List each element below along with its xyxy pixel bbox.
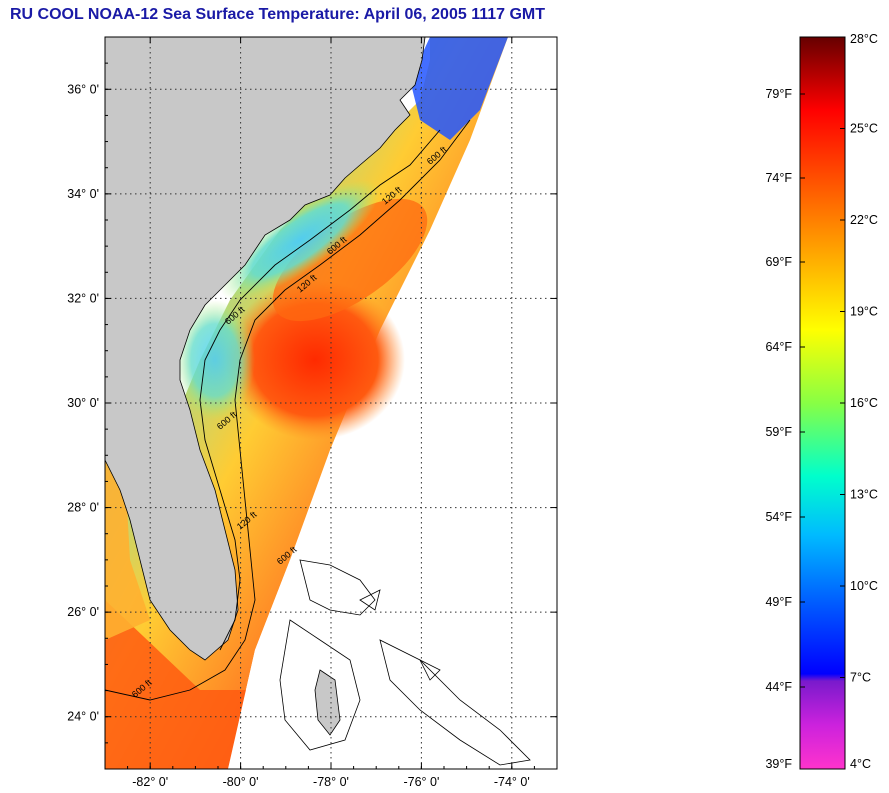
axis-ticks — [104, 36, 558, 770]
lat-tick-label: 26° 0' — [67, 605, 99, 619]
gulf-warm-water — [105, 600, 250, 769]
lat-tick-label: 36° 0' — [67, 82, 99, 96]
colorbar-fahrenheit-labels: 79°F 74°F 69°F 64°F 59°F 54°F 49°F 44°F 39°F — [765, 87, 792, 771]
map-grid — [105, 37, 557, 769]
lat-tick-label: 24° 0' — [67, 710, 99, 724]
colorbar-ticks — [800, 36, 845, 770]
gulf-of-mexico-water — [105, 460, 150, 640]
colorbar-celsius-labels: 28°C 25°C 22°C 19°C 16°C 13°C 10°C 7°C 4°C — [850, 32, 878, 771]
bahamas-bank-contour-2 — [279, 619, 361, 751]
colorbar-celsius-label: 13°C — [850, 488, 878, 502]
longitude-labels: -82° 0' -80° 0' -78° 0' -76° 0' -74° 0' — [132, 775, 529, 789]
cold-water-north — [410, 37, 508, 140]
bahamas-bank-contour — [299, 559, 376, 616]
colorbar-celsius-label: 16°C — [850, 396, 878, 410]
contour-120ft — [199, 129, 441, 651]
gulf-stream-band — [272, 198, 428, 322]
colorbar-celsius-label: 7°C — [850, 671, 871, 685]
lon-tick-label: -80° 0' — [223, 775, 259, 789]
lat-tick-label: 30° 0' — [67, 396, 99, 410]
colorbar-fahrenheit-label: 79°F — [765, 87, 792, 101]
cuba-contour — [379, 639, 531, 766]
colorbar-fahrenheit-label: 49°F — [765, 595, 792, 609]
colorbar-fahrenheit-label: 59°F — [765, 425, 792, 439]
colorbar-fahrenheit-label: 74°F — [765, 171, 792, 185]
lat-tick-label: 32° 0' — [67, 291, 99, 305]
colorbar-fahrenheit-label: 69°F — [765, 255, 792, 269]
lon-tick-label: -76° 0' — [403, 775, 439, 789]
shelf-cool-water-south — [175, 300, 255, 420]
colorbar-celsius-label: 25°C — [850, 122, 878, 136]
lat-tick-label: 28° 0' — [67, 501, 99, 515]
colorbar-fahrenheit-label: 39°F — [765, 757, 792, 771]
bahamas-contour-east — [359, 589, 441, 681]
colorbar-celsius-label: 4°C — [850, 757, 871, 771]
lon-tick-label: -78° 0' — [313, 775, 349, 789]
shelf-cool-water — [220, 180, 380, 300]
lon-tick-label: -82° 0' — [132, 775, 168, 789]
colorbar-celsius-label: 19°C — [850, 305, 878, 319]
colorbar — [799, 36, 846, 770]
colorbar-fahrenheit-label: 44°F — [765, 680, 792, 694]
colorbar-celsius-label: 28°C — [850, 32, 878, 46]
chart-title: RU COOL NOAA-12 Sea Surface Temperature:… — [10, 6, 546, 23]
us-landmass — [105, 37, 426, 661]
colorbar-fahrenheit-label: 54°F — [765, 510, 792, 524]
colorbar-fahrenheit-label: 64°F — [765, 340, 792, 354]
colorbar-celsius-label: 10°C — [850, 579, 878, 593]
latitude-labels: 36° 0' 34° 0' 32° 0' 30° 0' 28° 0' 26° 0' 24° … — [67, 82, 99, 723]
gulf-stream-warm-core — [225, 280, 405, 440]
lon-tick-label: -74° 0' — [494, 775, 530, 789]
lat-tick-label: 34° 0' — [67, 187, 99, 201]
andros-island — [314, 669, 341, 736]
contour-600ft — [105, 119, 471, 701]
colorbar-celsius-label: 22°C — [850, 213, 878, 227]
